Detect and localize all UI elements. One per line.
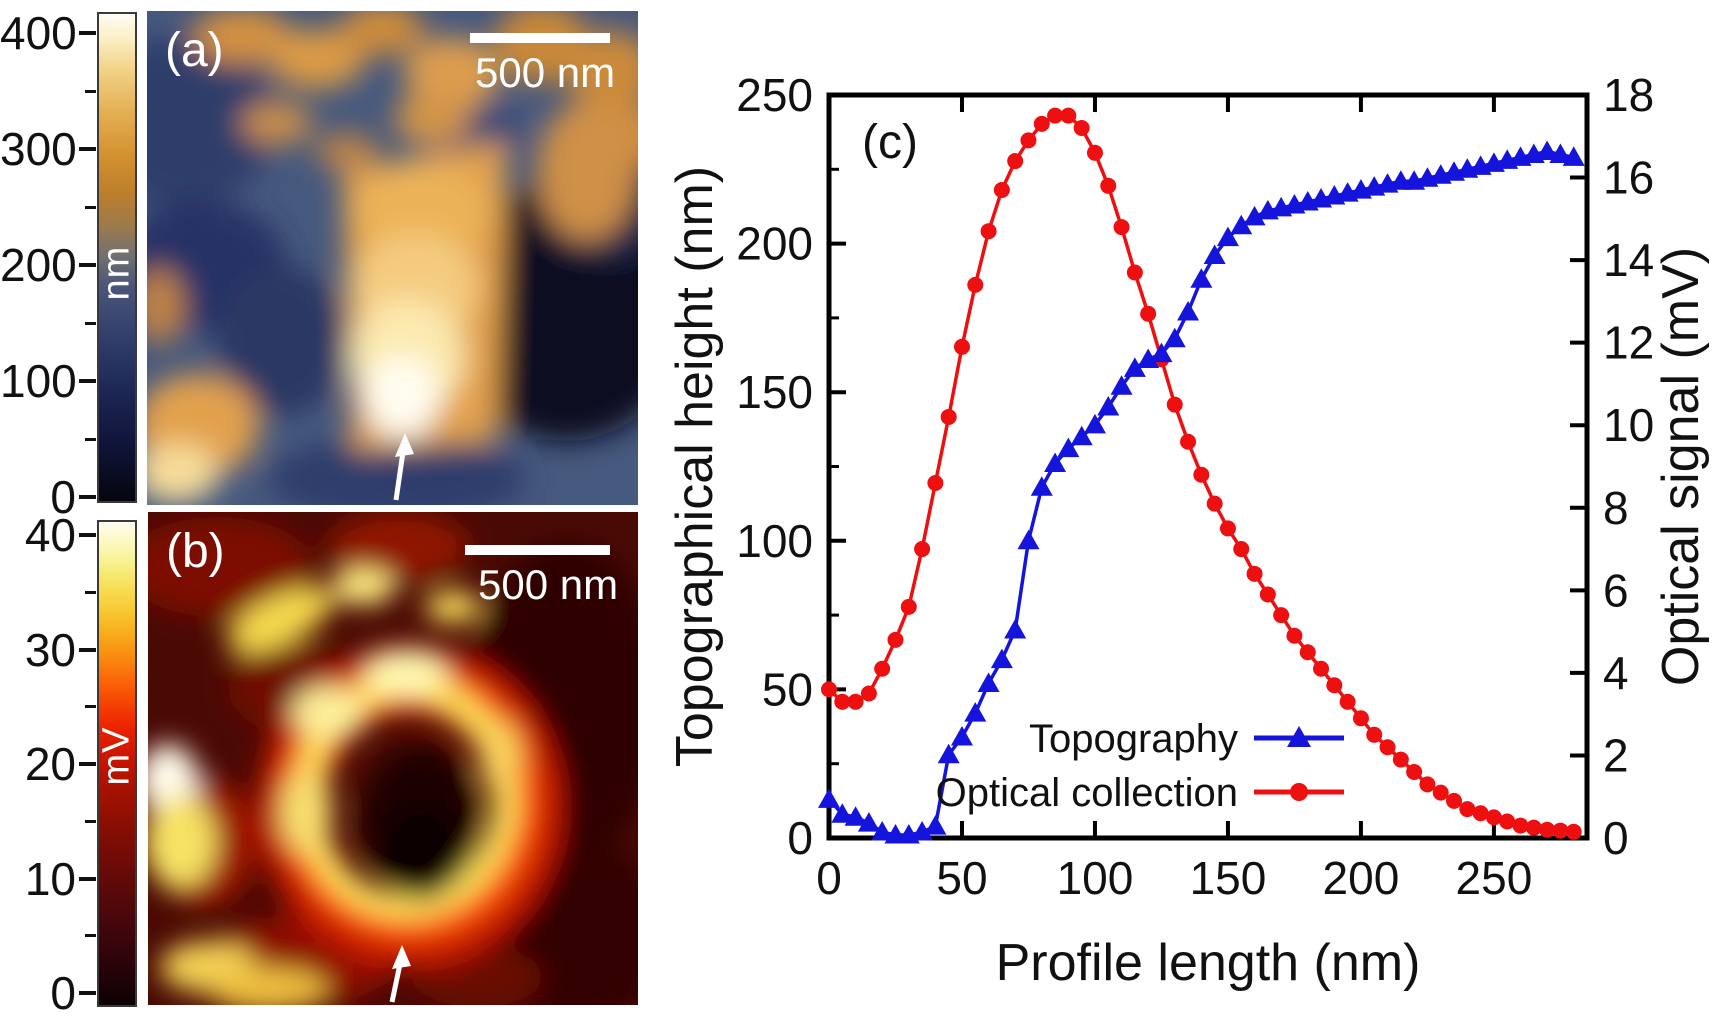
x-tick-label: 250 [1456,852,1533,904]
y-right-tick-label: 4 [1603,647,1629,699]
colorbar-tick-label: 0 [50,967,76,1019]
colorbar-tick-label: 400 [0,7,77,59]
scale-bar-a [470,33,610,43]
colorbar-major-tick [79,533,96,537]
up-arrow-icon [389,945,411,1003]
colorbar-tick-label: 100 [0,355,77,407]
colorbar-b-gradient [97,520,137,1007]
topography-series [818,140,1585,844]
y-left-tick-label: 100 [736,515,813,567]
up-arrow-icon [393,433,414,501]
y-right-tick-label: 18 [1603,69,1654,121]
x-axis-title: Profile length (nm) [996,934,1421,992]
x-tick-label: 100 [1057,852,1134,904]
panel-c-label: (c) [862,116,918,169]
colorbar-tick-label: 40 [24,509,76,561]
y-right-tick-label: 0 [1603,812,1629,864]
colorbar-tick-label: 30 [24,623,76,676]
colorbar-major-tick [79,263,96,267]
y-right-tick-label: 12 [1603,317,1654,369]
scale-bar-a-label: 500 nm [475,49,616,96]
colorbar-a: nm 400 300 200 100 0 [0,7,140,521]
y-right-tick-label: 14 [1603,234,1654,286]
y-left-tick-label: 250 [736,69,813,121]
legend-label: Optical collection [936,771,1238,815]
scale-bar-b [465,545,610,555]
colorbar-minor-tick [85,89,96,93]
colorbar-tick-label: 10 [24,852,76,905]
colorbar-b: mV 40 30 20 10 0 [0,511,140,1017]
colorbar-b-unit-label: mV [95,726,138,786]
colorbar-major-tick [79,495,96,499]
colorbar-minor-tick [85,437,96,441]
colorbar-major-tick [79,876,96,881]
colorbar-minor-tick [85,934,96,938]
y-right-tick-label: 16 [1603,152,1654,204]
colorbar-major-tick [79,147,96,151]
x-tick-label: 0 [816,852,842,904]
x-tick-label: 150 [1190,852,1267,904]
colorbar-major-tick [79,647,96,652]
colorbar-tick-label: 0 [50,471,76,523]
colorbar-minor-tick [85,205,96,209]
y-right-axis-title: Optical signal (mV) [1652,247,1710,686]
colorbar-tick-label: 300 [0,123,77,175]
x-tick-label: 200 [1323,852,1400,904]
colorbar-minor-tick [85,321,96,325]
colorbar-minor-tick [85,705,96,709]
legend-entry: Optical collection [936,771,1344,815]
y-left-axis-title: Topographical height (nm) [666,166,724,767]
colorbar-a-unit-label: nm [95,245,138,301]
colorbar-minor-tick [85,819,96,823]
optical-collection-series [821,107,1582,840]
colorbar-major-tick [79,762,96,766]
colorbar-tick-label: 20 [24,738,76,790]
colorbar-major-tick [79,991,96,995]
panel-a-art [147,11,638,505]
profile-line-chart: 0 50 100 150 200 250 0 50 100 150 200 250 0 2 4 6 8 10 12 1… [666,69,1710,992]
y-right-tick-label: 10 [1603,399,1654,451]
colorbar-major-tick [79,31,96,35]
panel-b-label: (b) [166,525,225,578]
y-right-tick-label: 6 [1603,564,1629,616]
y-left-tick-label: 0 [787,812,813,864]
y-right-tick-label: 2 [1603,729,1629,781]
panel-a-label: (a) [165,24,224,77]
panel-a-topography-image: (a) 500 nm [147,11,638,505]
y-left-tick-label: 150 [736,366,813,418]
panel-b-optical-image: (b) 500 nm [148,512,638,1005]
x-tick-label: 50 [936,852,987,904]
colorbar-minor-tick [85,590,96,594]
colorbar-tick-label: 200 [0,239,77,291]
legend-label: Topography [1029,717,1238,761]
y-left-tick-label: 200 [736,218,813,270]
legend-entry: Topography [1029,717,1344,761]
colorbar-major-tick [79,379,96,383]
colorbar-a-gradient [97,12,137,503]
panel-b-art [148,512,638,1005]
y-right-tick-label: 8 [1603,482,1629,534]
y-left-tick-label: 50 [762,663,813,715]
scale-bar-b-label: 500 nm [478,561,619,608]
